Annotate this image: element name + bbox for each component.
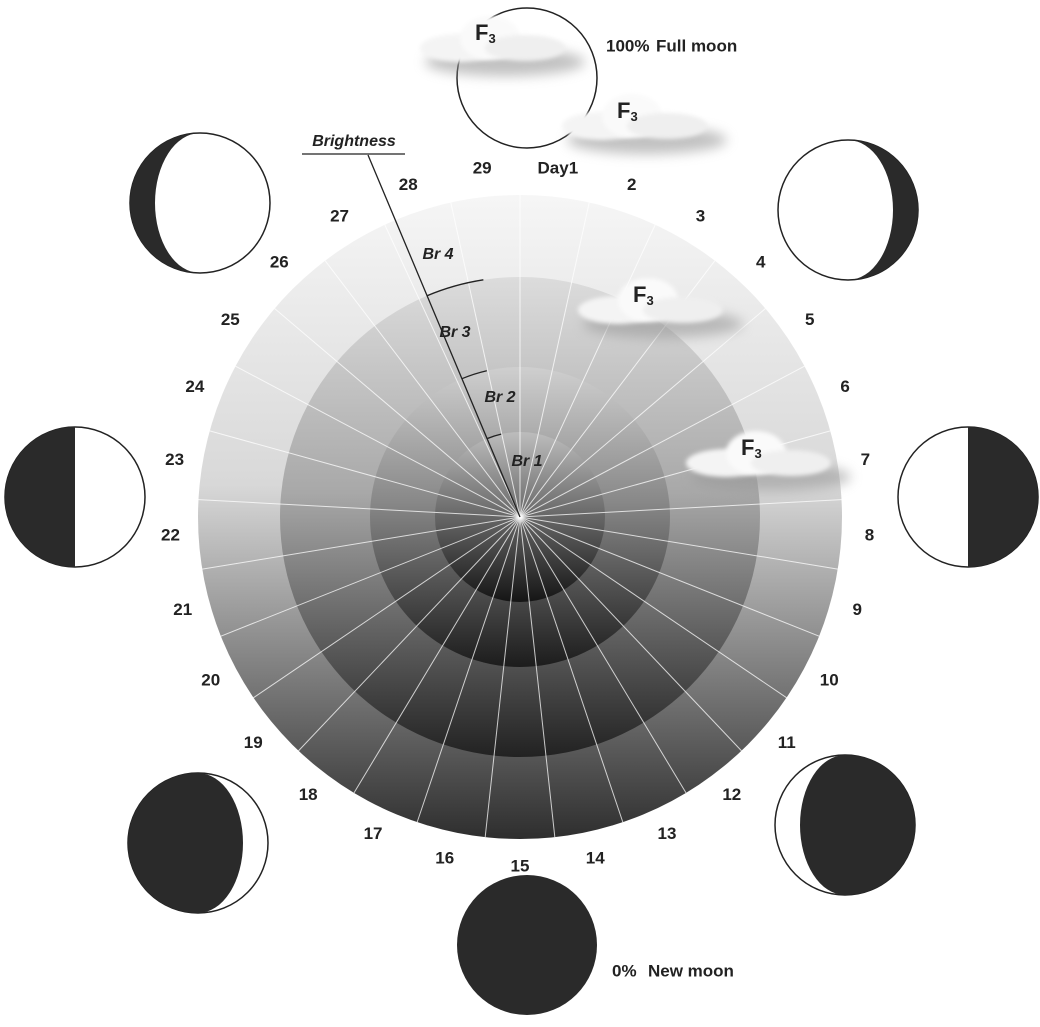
spoke: [519, 516, 742, 752]
spoke: [519, 516, 687, 794]
brightness-pointer: [367, 154, 521, 518]
level-arc: [461, 370, 487, 380]
level-arc: [426, 279, 484, 297]
cloud-label: F3: [741, 435, 762, 462]
cloud: F3: [686, 431, 851, 491]
day-label: 5: [805, 310, 814, 329]
day-label: 6: [840, 377, 849, 396]
spoke: [253, 516, 521, 699]
cloud-puff: [627, 113, 707, 139]
cloud-letter: F: [475, 20, 488, 45]
day-label: 8: [865, 525, 874, 544]
last-quarter: [4, 426, 146, 568]
cloud-letter: F: [633, 282, 646, 307]
spoke: [484, 516, 521, 838]
cloud-label: F3: [633, 282, 654, 309]
level-label: Br 4: [422, 246, 453, 263]
cloud-puff: [643, 297, 723, 323]
spoke: [519, 516, 787, 699]
day-label: 3: [696, 207, 705, 226]
day-label: 25: [221, 310, 240, 329]
spoke: [416, 516, 521, 823]
day-label: 28: [399, 175, 418, 194]
cloud-puff: [751, 450, 831, 476]
spoke: [519, 202, 590, 518]
level-arc: [486, 433, 502, 440]
level-label: Br 3: [439, 324, 470, 341]
new-moon: [457, 875, 597, 1015]
spoke: [384, 224, 521, 518]
spoke: [274, 308, 521, 518]
spoke: [519, 224, 656, 518]
cloud: F3: [578, 278, 743, 338]
spoke: [202, 516, 521, 570]
level-label: Br 2: [484, 389, 515, 406]
day-label: 22: [161, 525, 180, 544]
day-label: 2: [627, 175, 636, 194]
day-label: 4: [756, 252, 766, 271]
levels: Br 1 Br 2 Br 3 Br 4: [422, 246, 542, 470]
spoke: [519, 516, 624, 823]
day-label: 20: [201, 670, 220, 689]
day-label: 15: [511, 856, 530, 875]
day-label: 19: [244, 733, 263, 752]
level-label: Br 1: [511, 453, 542, 470]
first-quarter: [897, 426, 1039, 568]
cloud-sub: 3: [646, 293, 653, 308]
waning-gibbous: [129, 132, 271, 274]
cloud: F3: [420, 16, 585, 76]
spoke: [519, 516, 820, 637]
waxing-gibbous: [777, 139, 919, 281]
spoke: [220, 516, 521, 637]
day-label: 9: [853, 600, 862, 619]
spoke: [198, 499, 521, 518]
spoke: [324, 260, 521, 518]
day-label: 13: [658, 824, 677, 843]
cloud-letter: F: [741, 435, 754, 460]
spoke: [353, 516, 521, 794]
day-labels: Day1234567891011121314151617181920212223…: [161, 159, 874, 876]
spoke: [298, 516, 521, 752]
day-label: 29: [473, 159, 492, 178]
day-label: 17: [364, 824, 383, 843]
spoke: [519, 308, 766, 518]
day-label: 7: [861, 450, 870, 469]
cloud-label: F3: [617, 98, 638, 125]
waning-crescent: [127, 772, 269, 914]
cloud-sub: 3: [630, 109, 637, 124]
day-label: 23: [165, 450, 184, 469]
day-label: 27: [330, 207, 349, 226]
day-label: 24: [185, 377, 204, 396]
cloud-label: F3: [475, 20, 496, 47]
spoke: [450, 202, 521, 518]
cloud-letter: F: [617, 98, 630, 123]
day-label: 21: [173, 600, 192, 619]
spoke: [235, 365, 521, 518]
day-label: 16: [435, 848, 454, 867]
full-moon-percent: 100%: [606, 36, 649, 55]
spoke: [519, 499, 842, 518]
day-label: 12: [722, 785, 741, 804]
new-moon-percent: 0%: [612, 961, 637, 980]
cloud-sub: 3: [488, 31, 495, 46]
day-label: 26: [270, 252, 289, 271]
spoke: [209, 430, 521, 518]
brightness-label: Brightness: [312, 133, 396, 150]
cloud: F3: [562, 94, 727, 154]
spoke: [519, 516, 556, 838]
cloud-sub: 3: [754, 446, 761, 461]
day-label: 11: [778, 733, 796, 752]
day-label: 18: [299, 785, 318, 804]
full-moon-label: Full moon: [656, 36, 737, 55]
spoke: [519, 365, 805, 518]
day-label: 14: [586, 848, 605, 867]
spoke: [519, 516, 838, 570]
day-label: 10: [820, 670, 839, 689]
day-label: Day1: [538, 159, 579, 178]
waxing-crescent: [774, 754, 916, 896]
new-moon-label: New moon: [648, 961, 734, 980]
cloud-puff: [485, 35, 565, 61]
